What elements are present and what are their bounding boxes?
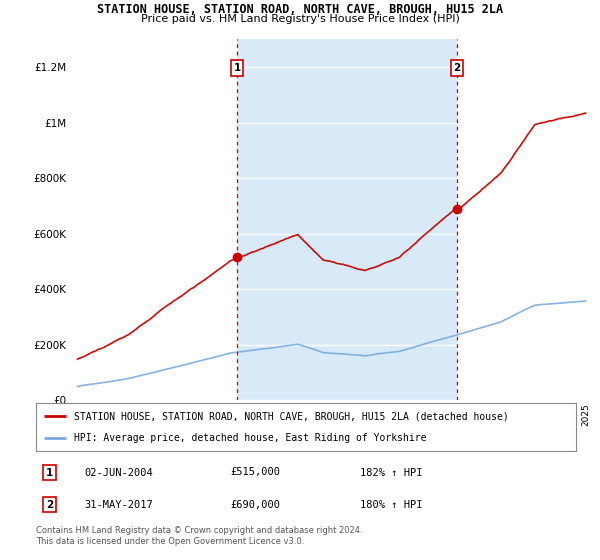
Text: Contains HM Land Registry data © Crown copyright and database right 2024.
This d: Contains HM Land Registry data © Crown c… bbox=[36, 526, 362, 546]
Text: 1: 1 bbox=[46, 468, 53, 478]
Text: 31-MAY-2017: 31-MAY-2017 bbox=[85, 500, 154, 510]
Text: 02-JUN-2004: 02-JUN-2004 bbox=[85, 468, 154, 478]
Text: STATION HOUSE, STATION ROAD, NORTH CAVE, BROUGH, HU15 2LA: STATION HOUSE, STATION ROAD, NORTH CAVE,… bbox=[97, 3, 503, 16]
Text: 1: 1 bbox=[233, 63, 241, 73]
Text: £515,000: £515,000 bbox=[230, 468, 280, 478]
Text: 2: 2 bbox=[454, 63, 461, 73]
Text: 180% ↑ HPI: 180% ↑ HPI bbox=[360, 500, 422, 510]
Text: 2: 2 bbox=[46, 500, 53, 510]
Text: £690,000: £690,000 bbox=[230, 500, 280, 510]
Bar bbox=[237, 39, 457, 400]
Text: 182% ↑ HPI: 182% ↑ HPI bbox=[360, 468, 422, 478]
Text: Price paid vs. HM Land Registry's House Price Index (HPI): Price paid vs. HM Land Registry's House … bbox=[140, 14, 460, 24]
Text: STATION HOUSE, STATION ROAD, NORTH CAVE, BROUGH, HU15 2LA (detached house): STATION HOUSE, STATION ROAD, NORTH CAVE,… bbox=[74, 411, 509, 421]
Text: HPI: Average price, detached house, East Riding of Yorkshire: HPI: Average price, detached house, East… bbox=[74, 433, 426, 443]
